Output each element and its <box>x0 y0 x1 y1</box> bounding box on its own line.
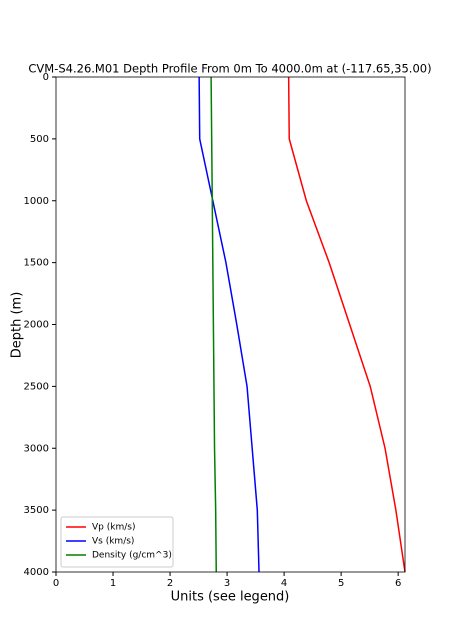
data-line <box>198 76 260 573</box>
x-tick-label: 6 <box>395 578 401 589</box>
x-axis-label: Units (see legend) <box>171 590 290 605</box>
x-tick-label: 4 <box>281 578 287 589</box>
x-tick-label: 0 <box>53 578 59 589</box>
y-tick-label: 1500 <box>24 258 49 269</box>
y-tick-label: 1000 <box>24 196 49 207</box>
y-tick-label: 2500 <box>24 381 49 392</box>
y-tick-label: 3500 <box>24 505 49 516</box>
x-tick-label: 3 <box>224 578 230 589</box>
x-tick-label: 1 <box>110 578 116 589</box>
y-tick-label: 3000 <box>24 443 49 454</box>
y-tick-label: 2000 <box>24 320 49 331</box>
legend-label: Vp (km/s) <box>92 523 135 533</box>
y-axis-label: Depth (m) <box>10 292 25 359</box>
y-tick-label: 0 <box>43 72 49 83</box>
legend-label: Density (g/cm^3) <box>92 551 172 561</box>
data-line <box>287 76 406 573</box>
plot-frame <box>55 76 406 573</box>
chart-title: CVM-S4.26.M01 Depth Profile From 0m To 4… <box>28 62 431 76</box>
legend-box <box>60 516 174 568</box>
data-line <box>210 76 217 573</box>
legend-label: Vs (km/s) <box>92 537 134 547</box>
x-tick-label: 2 <box>167 578 173 589</box>
y-tick-label: 500 <box>30 134 49 145</box>
x-tick-label: 5 <box>338 578 344 589</box>
y-tick-label: 4000 <box>24 567 49 578</box>
